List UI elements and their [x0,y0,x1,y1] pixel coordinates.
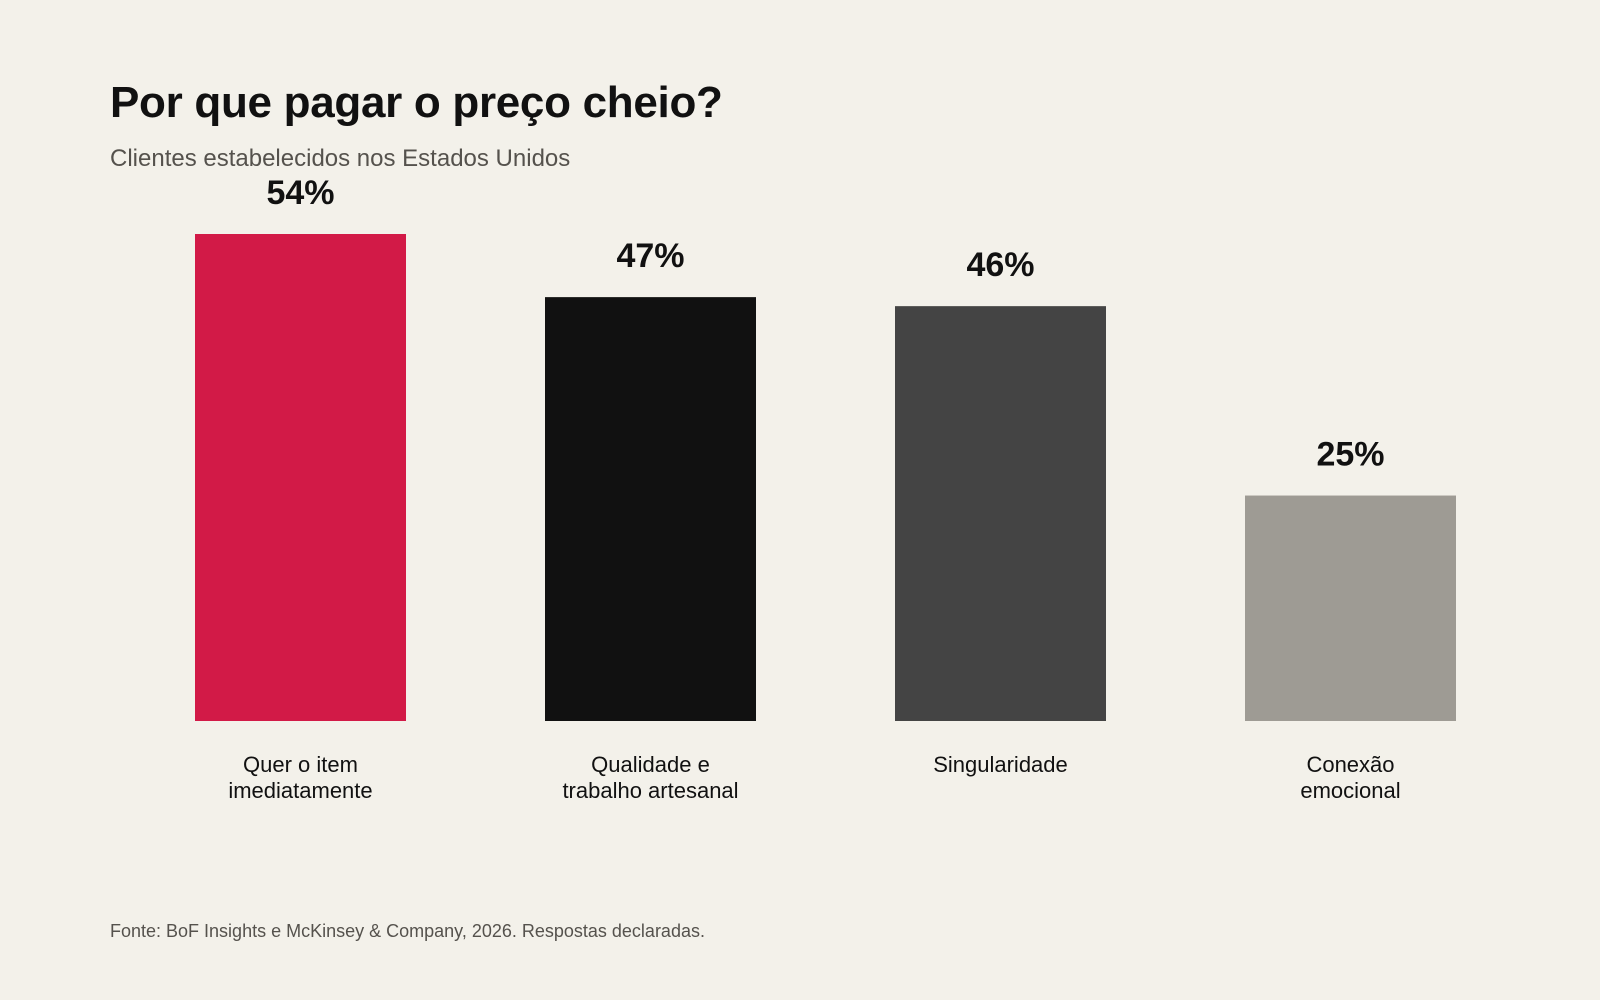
bar-1 [195,234,406,721]
category-label-2: Qualidade e trabalho artesanal [562,752,738,803]
value-labels-layer: 54% 47% 46% 25% [266,174,1384,474]
chart-title: Por que pagar o preço cheio? [110,78,723,127]
category-label-line: imediatamente [228,778,372,803]
source-note: Fonte: BoF Insights e McKinsey & Company… [110,921,705,941]
chart-subtitle: Clientes estabelecidos nos Estados Unido… [110,145,571,172]
value-label-3: 46% [966,246,1034,284]
category-label-line: Singularidade [933,752,1068,777]
category-label-line: trabalho artesanal [562,778,738,803]
value-label-2: 47% [616,237,684,275]
category-label-4: Conexão emocional [1300,752,1400,803]
category-label-1: Quer o item imediatamente [228,752,372,803]
bar-3 [895,306,1106,721]
bars-layer [195,234,1456,721]
category-label-3: Singularidade [933,752,1068,777]
value-label-1: 54% [266,174,334,212]
bar-2 [545,297,756,721]
category-label-line: Qualidade e [591,752,710,777]
category-label-line: emocional [1300,778,1400,803]
bar-chart: 54% 47% 46% 25% Quer o item imediatamente Qua… [195,174,1456,803]
bar-4 [1245,495,1456,721]
category-label-line: Conexão [1306,752,1394,777]
category-labels-layer: Quer o item imediatamente Qualidade e traba… [228,752,1400,803]
category-label-line: Quer o item [243,752,358,777]
value-label-4: 25% [1316,436,1384,474]
